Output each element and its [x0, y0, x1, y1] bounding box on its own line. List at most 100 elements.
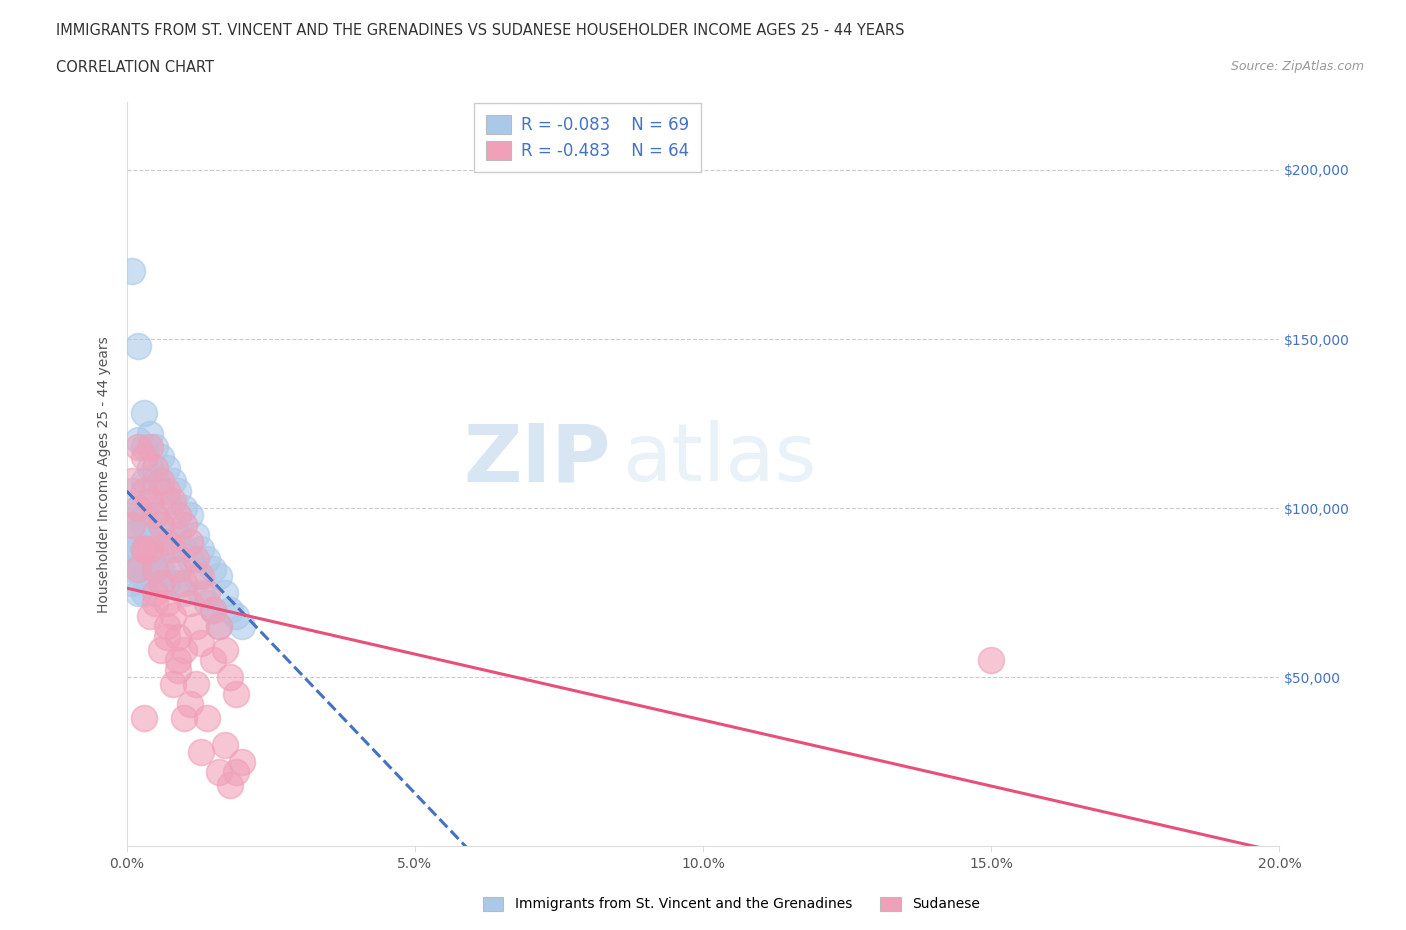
Point — [162, 518, 184, 533]
Point — [167, 575, 190, 590]
Point — [202, 653, 225, 668]
Point — [202, 562, 225, 577]
Point — [145, 562, 166, 577]
Point — [190, 568, 212, 583]
Point — [162, 609, 184, 624]
Point — [225, 764, 247, 779]
Point — [132, 585, 155, 600]
Point — [214, 643, 236, 658]
Point — [190, 541, 212, 556]
Point — [179, 595, 201, 610]
Point — [219, 602, 242, 617]
Point — [150, 450, 173, 465]
Point — [138, 494, 160, 509]
Point — [150, 575, 173, 590]
Point — [173, 500, 195, 515]
Point — [202, 602, 225, 617]
Point — [156, 630, 179, 644]
Point — [173, 585, 195, 600]
Point — [156, 460, 179, 475]
Point — [214, 585, 236, 600]
Point — [195, 585, 218, 600]
Point — [127, 551, 149, 566]
Point — [231, 619, 253, 634]
Point — [156, 595, 179, 610]
Point — [145, 508, 166, 523]
Point — [184, 527, 207, 542]
Point — [162, 676, 184, 691]
Point — [145, 575, 166, 590]
Point — [132, 518, 155, 533]
Point — [138, 426, 160, 441]
Point — [208, 568, 231, 583]
Point — [138, 494, 160, 509]
Point — [127, 562, 149, 577]
Point — [138, 527, 160, 542]
Point — [184, 676, 207, 691]
Point — [121, 575, 143, 590]
Point — [138, 541, 160, 556]
Point — [132, 541, 155, 556]
Point — [127, 440, 149, 455]
Point — [225, 609, 247, 624]
Point — [156, 535, 179, 550]
Point — [173, 711, 195, 725]
Text: CORRELATION CHART: CORRELATION CHART — [56, 60, 214, 75]
Point — [138, 440, 160, 455]
Point — [231, 754, 253, 769]
Point — [138, 460, 160, 475]
Point — [138, 535, 160, 550]
Point — [208, 764, 231, 779]
Point — [127, 508, 149, 523]
Point — [219, 670, 242, 684]
Point — [150, 473, 173, 488]
Point — [173, 541, 195, 556]
Point — [167, 663, 190, 678]
Point — [167, 630, 190, 644]
Point — [173, 575, 195, 590]
Point — [132, 568, 155, 583]
Point — [132, 711, 155, 725]
Text: Source: ZipAtlas.com: Source: ZipAtlas.com — [1230, 60, 1364, 73]
Point — [145, 551, 166, 566]
Point — [179, 697, 201, 711]
Point — [127, 562, 149, 577]
Point — [195, 551, 218, 566]
Point — [195, 595, 218, 610]
Point — [208, 619, 231, 634]
Point — [167, 653, 190, 668]
Point — [208, 619, 231, 634]
Point — [150, 575, 173, 590]
Point — [195, 711, 218, 725]
Text: atlas: atlas — [623, 420, 817, 498]
Point — [121, 562, 143, 577]
Point — [145, 440, 166, 455]
Point — [127, 585, 149, 600]
Point — [121, 484, 143, 498]
Point — [980, 653, 1002, 668]
Point — [179, 535, 201, 550]
Point — [184, 568, 207, 583]
Point — [162, 562, 184, 577]
Point — [162, 494, 184, 509]
Point — [121, 518, 143, 533]
Point — [145, 595, 166, 610]
Point — [202, 602, 225, 617]
Point — [132, 406, 155, 421]
Point — [145, 508, 166, 523]
Point — [132, 473, 155, 488]
Y-axis label: Householder Income Ages 25 - 44 years: Householder Income Ages 25 - 44 years — [97, 336, 111, 613]
Point — [127, 433, 149, 448]
Point — [138, 562, 160, 577]
Point — [121, 518, 143, 533]
Point — [225, 686, 247, 701]
Legend: Immigrants from St. Vincent and the Grenadines, Sudanese: Immigrants from St. Vincent and the Gren… — [475, 890, 987, 919]
Point — [162, 473, 184, 488]
Point — [138, 609, 160, 624]
Point — [184, 619, 207, 634]
Point — [121, 527, 143, 542]
Point — [190, 585, 212, 600]
Point — [145, 541, 166, 556]
Point — [150, 484, 173, 498]
Point — [162, 541, 184, 556]
